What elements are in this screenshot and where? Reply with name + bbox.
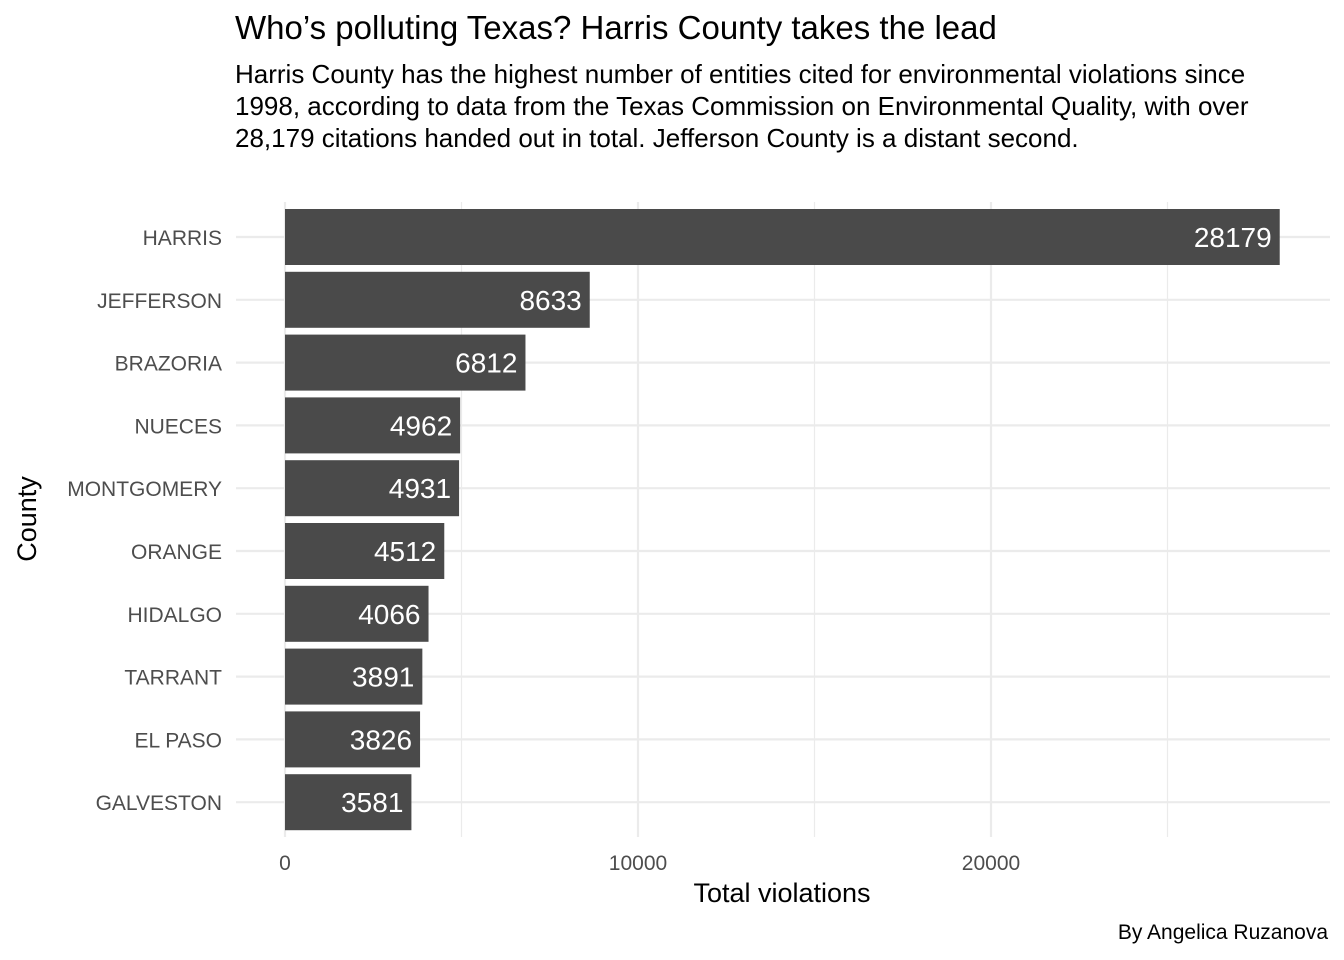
y-tick-label: MONTGOMERY	[67, 478, 222, 501]
chart-caption: By Angelica Ruzanova	[1117, 921, 1328, 944]
bar-jefferson	[285, 271, 590, 328]
bar-value-label: 3826	[350, 724, 412, 755]
bar-montgomery	[285, 460, 460, 517]
y-tick-label: TARRANT	[124, 667, 222, 690]
bar-value-label: 3891	[352, 662, 414, 693]
bar-value-label: 28179	[1194, 222, 1272, 253]
x-tick-label: 0	[279, 852, 291, 875]
bar-hidalgo	[285, 585, 429, 642]
x-axis-title: Total violations	[693, 878, 870, 908]
bar-orange	[285, 523, 445, 579]
bar-tarrant	[285, 648, 423, 705]
bar-value-label: 8633	[519, 285, 581, 316]
x-tick-label: 10000	[609, 852, 667, 875]
bar-value-label: 4512	[374, 536, 436, 567]
bar-value-label: 4962	[390, 410, 452, 441]
y-tick-label: NUECES	[134, 415, 222, 438]
y-tick-label: ORANGE	[131, 541, 222, 564]
y-axis-tick-labels: HARRIS JEFFERSON BRAZORIA NUECES MONTGOMERY O…	[67, 227, 222, 815]
bar-el-paso	[285, 711, 421, 768]
bar-value-label: 6812	[455, 348, 517, 379]
y-axis-title: County	[12, 476, 42, 562]
y-tick-label: EL PASO	[134, 729, 222, 752]
x-tick-label: 20000	[962, 852, 1020, 875]
bar-nueces	[285, 397, 461, 454]
bar-brazoria	[285, 334, 526, 391]
bar-harris	[285, 209, 1280, 265]
chart-title: Who’s polluting Texas? Harris County tak…	[235, 9, 997, 46]
y-tick-label: HARRIS	[143, 227, 222, 250]
bar-value-label: 4066	[358, 599, 420, 630]
y-tick-label: JEFFERSON	[97, 290, 222, 313]
chart-subtitle: Harris County has the highest number of …	[235, 59, 1249, 153]
y-tick-label: GALVESTON	[96, 792, 222, 815]
y-tick-label: BRAZORIA	[115, 353, 222, 376]
bar-galveston	[285, 774, 412, 831]
bars	[285, 209, 1280, 831]
x-axis-tick-labels: 0 10000 20000	[279, 852, 1020, 875]
y-tick-label: HIDALGO	[127, 604, 222, 627]
bar-value-label: 4931	[389, 473, 451, 504]
bar-value-label: 3581	[341, 787, 403, 818]
